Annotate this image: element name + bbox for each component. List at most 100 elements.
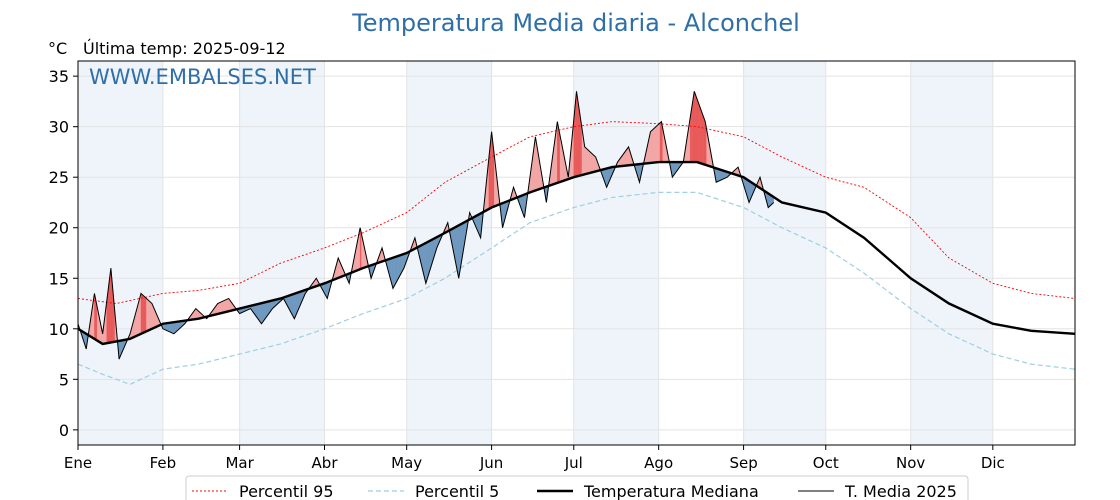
month-label: Ene: [64, 454, 92, 472]
month-label: Jul: [564, 454, 583, 472]
deviation-fill: [168, 322, 170, 333]
month-label: Jun: [479, 454, 503, 472]
deviation-fill: [715, 168, 718, 183]
deviation-fill: [258, 303, 261, 323]
deviation-fill: [699, 106, 702, 164]
deviation-fill: [625, 148, 628, 166]
deviation-fill: [292, 293, 295, 319]
deviation-fill: [150, 301, 153, 330]
deviation-fill: [217, 302, 220, 315]
current-year-line: [77, 91, 775, 360]
deviation-fill: [577, 100, 580, 177]
month-label: Ago: [644, 454, 673, 472]
month-label: Oct: [813, 454, 839, 472]
y-tick-label: 10: [49, 320, 69, 339]
y-tick-label: 25: [49, 168, 69, 187]
deviation-fill: [659, 121, 662, 163]
deviation-fill: [392, 256, 395, 289]
deviation-fill: [576, 91, 579, 177]
plot-area: 0 5 10 15 20 25 30 35 Ene Feb Mar Abr May Jun Jul Ago Se…: [49, 60, 1076, 472]
deviation-fill: [657, 123, 659, 163]
month-label: May: [391, 454, 422, 472]
legend-label: Percentil 5: [415, 482, 499, 500]
deviation-fill: [227, 298, 229, 312]
month-label: Abr: [312, 454, 339, 472]
deviation-fill: [169, 322, 172, 333]
deviation-fill: [718, 168, 721, 182]
deviation-fill: [291, 293, 294, 317]
deviation-fill: [594, 155, 596, 173]
deviation-fill: [588, 150, 591, 174]
month-band: [743, 61, 826, 445]
deviation-fill: [173, 321, 176, 335]
deviation-fill: [259, 302, 262, 325]
deviation-fill: [584, 146, 587, 175]
deviation-fill: [654, 126, 657, 163]
deviation-fill: [261, 302, 264, 325]
month-band: [239, 61, 325, 445]
month-label: Sep: [729, 454, 757, 472]
y-tick-label: 5: [59, 370, 69, 389]
deviation-fill: [262, 302, 265, 323]
month-band: [78, 61, 163, 445]
deviation-fill: [717, 168, 720, 182]
deviation-fill: [591, 152, 594, 173]
deviation-fill: [427, 241, 429, 279]
deviation-fill: [146, 298, 149, 332]
deviation-fill: [394, 256, 396, 286]
deviation-fill: [398, 255, 401, 279]
legend-label: T. Media 2025: [844, 482, 957, 500]
deviation-fill: [221, 300, 224, 314]
y-tick-label: 35: [49, 67, 69, 86]
deviation-fill: [651, 128, 654, 164]
deviation-fill: [589, 151, 592, 174]
month-band: [573, 61, 659, 445]
deviation-fill: [695, 95, 698, 163]
deviation-fill: [220, 301, 222, 314]
deviation-fill: [170, 322, 173, 334]
deviation-fill: [585, 147, 588, 175]
month-label: Nov: [896, 454, 925, 472]
y-tick-label: 30: [49, 118, 69, 137]
unit-label: °C: [48, 39, 67, 58]
last-temp-label: Última temp: 2025-09-12: [83, 39, 286, 58]
deviation-fill: [587, 148, 590, 174]
deviation-fill: [698, 102, 700, 164]
deviation-fill: [222, 300, 225, 313]
deviation-fill: [557, 121, 559, 184]
deviation-fill: [652, 127, 655, 163]
legend-label: Percentil 95: [239, 482, 334, 500]
deviation-fill: [655, 124, 658, 163]
legend: Percentil 95 Percentil 5 Temperatura Media…: [185, 475, 969, 500]
deviation-fill: [425, 241, 428, 284]
month-label: Mar: [225, 454, 254, 472]
deviation-fill: [224, 299, 227, 313]
y-tick-label: 0: [59, 421, 69, 440]
deviation-fill: [218, 301, 221, 314]
deviation-fill: [147, 299, 150, 331]
deviation-fill: [264, 301, 266, 321]
deviation-fill: [696, 98, 699, 163]
deviation-fill: [143, 295, 146, 333]
p95-line: [77, 121, 1076, 304]
month-label: Feb: [150, 454, 177, 472]
legend-box: [185, 475, 969, 500]
deviation-fill: [658, 122, 661, 163]
chart-title: Temperatura Media diaria - Alconchel: [351, 9, 800, 37]
deviation-fill: [144, 296, 147, 333]
deviation-fill: [650, 130, 653, 164]
month-band: [910, 61, 993, 445]
legend-label: Temperatura Mediana: [583, 482, 759, 500]
watermark: WWW.EMBALSES.NET: [89, 65, 316, 89]
deviation-fill: [225, 298, 228, 313]
deviation-fill: [142, 294, 144, 334]
deviation-fill: [592, 154, 595, 173]
deviation-fill: [149, 300, 151, 331]
month-label: Dic: [981, 454, 1005, 472]
y-tick-label: 15: [49, 269, 69, 288]
deviation-fill: [700, 110, 703, 165]
y-tick-label: 20: [49, 219, 69, 238]
deviation-fill: [395, 256, 398, 284]
deviation-fill: [172, 321, 175, 335]
